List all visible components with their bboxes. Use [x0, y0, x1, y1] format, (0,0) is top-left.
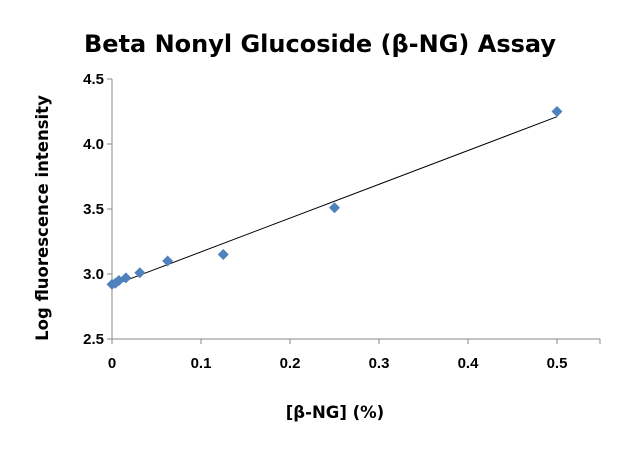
data-point: [134, 267, 146, 279]
x-axis-title: [β-NG] (%): [286, 403, 384, 422]
y-tick-label: 3.5: [83, 201, 104, 218]
data-point: [120, 272, 132, 284]
trendline: [111, 116, 558, 287]
data-point: [162, 255, 174, 267]
x-tick-label: 0.1: [191, 355, 212, 372]
x-tick-label: 0.4: [458, 355, 480, 372]
y-tick-label: 3.0: [83, 266, 104, 283]
data-point: [217, 249, 229, 260]
chart-title: Beta Nonyl Glucoside (β-NG) Assay: [84, 30, 556, 58]
y-tick-label: 4.5: [83, 71, 104, 88]
plot-area: 2.5 3.0 3.5 4.0 4.5 0 0.1 0.2 0.3 0.4 0.5: [83, 71, 601, 372]
x-tick-label: 0.5: [547, 355, 568, 372]
x-tick-label: 0: [108, 355, 116, 372]
y-tick-label: 4.0: [83, 136, 104, 153]
data-point: [329, 202, 340, 214]
data-point: [551, 106, 563, 117]
x-tick-label: 0.2: [280, 355, 301, 372]
x-tick-label: 0.3: [369, 355, 390, 372]
y-axis-title: Log fluorescence intensity: [33, 95, 52, 341]
y-tick-label: 2.5: [83, 331, 104, 348]
